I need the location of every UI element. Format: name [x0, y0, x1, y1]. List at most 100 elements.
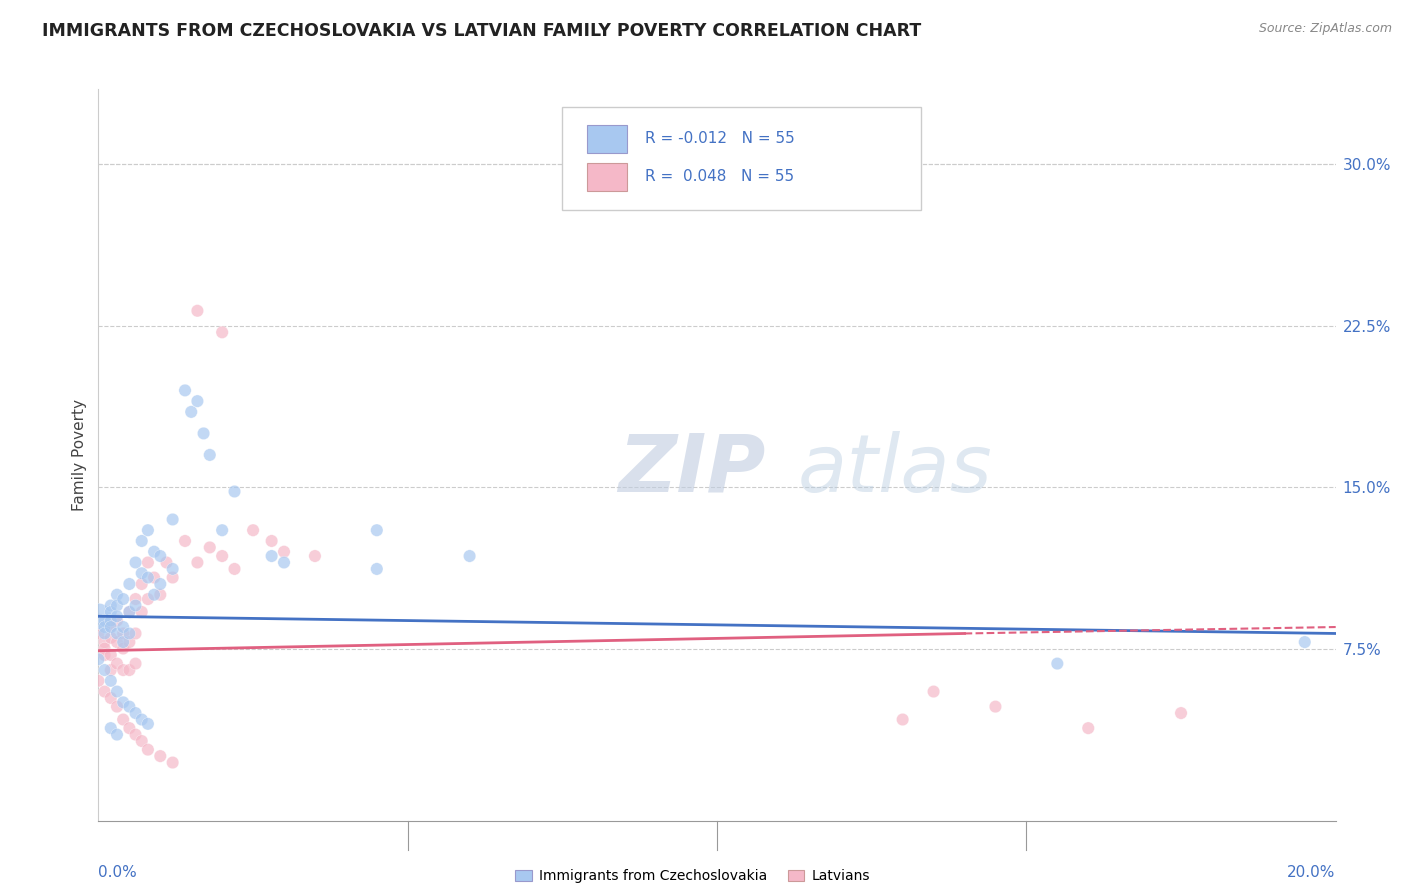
Text: atlas: atlas — [797, 431, 993, 508]
Point — [105, 609, 128, 624]
Point — [224, 562, 246, 576]
Point — [100, 631, 122, 645]
Point — [100, 620, 122, 634]
Point — [93, 663, 115, 677]
Point — [118, 699, 141, 714]
Text: 20.0%: 20.0% — [1288, 864, 1336, 880]
Text: IMMIGRANTS FROM CZECHOSLOVAKIA VS LATVIAN FAMILY POVERTY CORRELATION CHART: IMMIGRANTS FROM CZECHOSLOVAKIA VS LATVIA… — [42, 22, 921, 40]
Point — [112, 695, 135, 709]
Point — [143, 545, 166, 559]
Point — [149, 749, 172, 764]
Point — [124, 626, 146, 640]
Point — [1294, 635, 1316, 649]
Point — [162, 512, 184, 526]
Point — [112, 635, 135, 649]
Point — [105, 684, 128, 698]
Point — [118, 577, 141, 591]
Point — [112, 592, 135, 607]
Point — [112, 713, 135, 727]
Point — [260, 549, 283, 563]
Point — [149, 588, 172, 602]
Point — [273, 556, 295, 570]
Point — [458, 549, 481, 563]
Point — [100, 663, 122, 677]
Point — [136, 716, 159, 731]
Point — [93, 641, 115, 656]
Point — [180, 405, 202, 419]
Text: R =  0.048   N = 55: R = 0.048 N = 55 — [645, 169, 794, 185]
Point — [1077, 721, 1099, 735]
Point — [112, 626, 135, 640]
Text: R = -0.012   N = 55: R = -0.012 N = 55 — [645, 131, 794, 146]
Point — [105, 626, 128, 640]
Point — [891, 713, 914, 727]
Bar — [588, 125, 627, 153]
Point — [100, 620, 122, 634]
Point — [93, 635, 115, 649]
Point — [105, 728, 128, 742]
Point — [124, 556, 146, 570]
Point — [162, 570, 184, 584]
Text: ZIP: ZIP — [619, 431, 765, 508]
Point — [136, 570, 159, 584]
Point — [87, 626, 110, 640]
Point — [131, 566, 153, 581]
Point — [124, 728, 146, 742]
Point — [105, 657, 128, 671]
Point — [105, 635, 128, 649]
Point — [131, 533, 153, 548]
Point — [1046, 657, 1069, 671]
Point — [136, 742, 159, 756]
Point — [162, 562, 184, 576]
Point — [149, 549, 172, 563]
Point — [124, 599, 146, 613]
Point — [193, 426, 215, 441]
Point — [100, 614, 122, 628]
Point — [131, 734, 153, 748]
Point — [149, 577, 172, 591]
Point — [118, 721, 141, 735]
Point — [136, 523, 159, 537]
Point — [211, 326, 233, 340]
Text: 0.0%: 0.0% — [98, 864, 138, 880]
Point — [87, 652, 110, 666]
Point — [100, 721, 122, 735]
Point — [186, 556, 208, 570]
Point — [242, 523, 264, 537]
Point — [118, 605, 141, 619]
Point — [273, 545, 295, 559]
Point — [136, 592, 159, 607]
Point — [100, 691, 122, 706]
Point — [100, 673, 122, 688]
Point — [93, 648, 115, 662]
Point — [260, 533, 283, 548]
Bar — [588, 163, 627, 191]
Point — [93, 620, 115, 634]
Point — [186, 303, 208, 318]
Point — [1170, 706, 1192, 720]
Point — [136, 556, 159, 570]
Point — [93, 626, 115, 640]
Point — [118, 626, 141, 640]
Point — [112, 620, 135, 634]
Point — [124, 706, 146, 720]
Point — [155, 556, 177, 570]
Point — [984, 699, 1007, 714]
Point — [131, 713, 153, 727]
Y-axis label: Family Poverty: Family Poverty — [72, 399, 87, 511]
Point — [105, 699, 128, 714]
Point — [100, 599, 122, 613]
Point — [118, 635, 141, 649]
Point — [922, 684, 945, 698]
Point — [198, 541, 221, 555]
Point — [105, 614, 128, 628]
Point — [143, 588, 166, 602]
Point — [87, 609, 110, 624]
Point — [186, 394, 208, 409]
FancyBboxPatch shape — [562, 108, 921, 210]
Point — [87, 673, 110, 688]
Point — [211, 549, 233, 563]
Point — [366, 523, 388, 537]
Point — [174, 533, 197, 548]
Point — [105, 588, 128, 602]
